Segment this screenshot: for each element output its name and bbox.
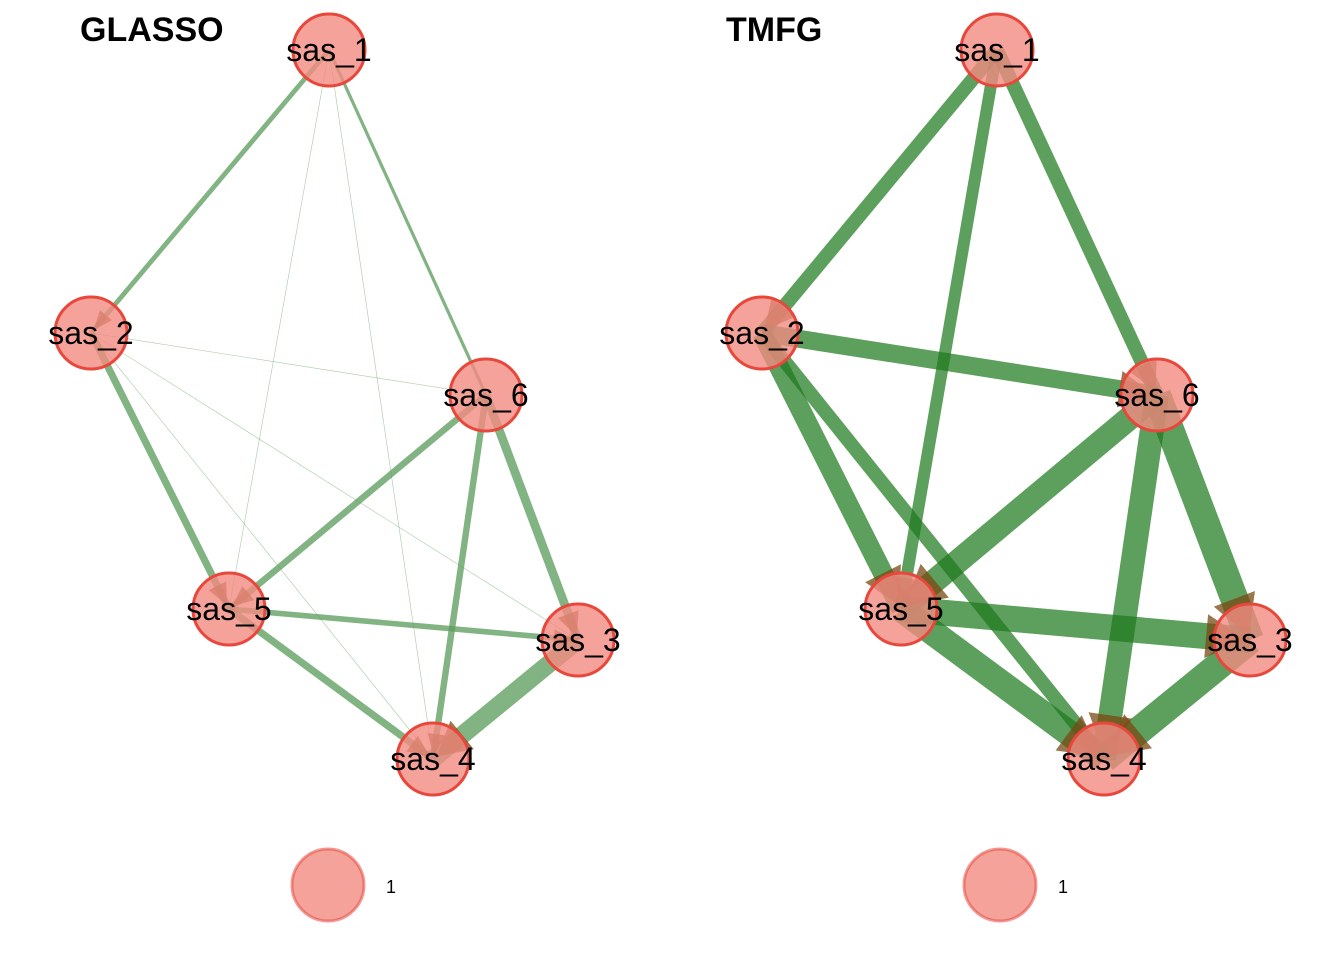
glasso-node-sas_2: sas_2 [48, 295, 134, 371]
tmfg-edge-sas_1-sas_6 [990, 47, 1164, 398]
tmfg-node-sas_3: sas_3 [1207, 602, 1293, 678]
tmfg-edge-sas_2-sas_6 [760, 324, 1159, 404]
node-label: sas_1 [954, 32, 1039, 68]
node-circle [1119, 357, 1195, 433]
tmfg-legend-swatch [962, 847, 1038, 923]
glasso-edge-sas_6-sas_4 [429, 394, 490, 760]
glasso-edge-sas_1-sas_4 [328, 49, 434, 760]
node-label: sas_6 [443, 377, 528, 413]
glasso-edge-sas_1-sas_2 [89, 48, 331, 335]
tmfg-node-sas_4: sas_4 [1061, 721, 1147, 797]
tmfg-edge-sas_6-sas_4 [1092, 393, 1169, 761]
glasso-node-sas_5: sas_5 [186, 571, 272, 647]
node-circle [959, 12, 1035, 88]
glasso-node-sas_3: sas_3 [535, 602, 621, 678]
tmfg-node-sas_2: sas_2 [719, 295, 805, 371]
tmfg-edge-sas_2-sas_5 [753, 328, 910, 614]
node-label: sas_4 [390, 741, 475, 777]
glasso-edge-sas_6-sas_3 [481, 393, 583, 642]
tmfg-panel-title: TMFG [726, 11, 822, 49]
node-label: sas_5 [858, 591, 943, 627]
glasso-node-sas_4: sas_4 [390, 721, 476, 797]
glasso-legend-label: 1 [386, 877, 396, 897]
tmfg-edge-sas_5-sas_3 [899, 596, 1252, 653]
node-circle [448, 357, 524, 433]
node-label: sas_1 [286, 32, 371, 68]
node-label: sas_6 [1114, 377, 1199, 413]
glasso-network-panel: sas_1 sas_2 sas_3 sas_4 sas_5 sas_6 GLASSO 1 [48, 11, 621, 923]
glasso-legend: 1 [290, 847, 396, 923]
glasso-node-sas_1: sas_1 [286, 12, 372, 88]
node-circle [1212, 602, 1288, 678]
tmfg-edge-sas_1-sas_2 [756, 45, 1003, 338]
node-label: sas_3 [1207, 622, 1292, 658]
tmfg-node-sas_6: sas_6 [1114, 357, 1200, 433]
node-circle [540, 602, 616, 678]
glasso-edge-sas_5-sas_3 [228, 606, 579, 643]
node-label: sas_4 [1061, 741, 1146, 777]
node-circle [191, 571, 267, 647]
glasso-edge-sas_1-sas_5 [228, 49, 330, 610]
glasso-edge-sas_5-sas_4 [226, 606, 436, 762]
tmfg-edge-sas_2-sas_4 [756, 328, 1110, 764]
tmfg-legend-label: 1 [1058, 877, 1068, 897]
tmfg-nodes: sas_1 sas_2 sas_3 sas_4 sas_5 sas_6 [719, 12, 1293, 797]
tmfg-legend: 1 [962, 847, 1068, 923]
node-circle [1066, 721, 1142, 797]
glasso-edge-sas_6-sas_5 [226, 392, 489, 612]
tmfg-network-panel: sas_1 sas_2 sas_3 sas_4 sas_5 sas_6 TMFG 1 [719, 11, 1293, 923]
tmfg-edge-sas_6-sas_5 [893, 385, 1165, 619]
node-circle [724, 295, 800, 371]
tmfg-node-sas_1: sas_1 [954, 12, 1040, 88]
node-circle [863, 571, 939, 647]
node-circle [53, 295, 129, 371]
node-label: sas_2 [719, 315, 804, 351]
glasso-node-sas_6: sas_6 [443, 357, 529, 433]
tmfg-node-sas_5: sas_5 [858, 571, 944, 647]
glasso-panel-title: GLASSO [80, 11, 224, 49]
node-label: sas_3 [535, 622, 620, 658]
glasso-edge-sas_2-sas_3 [90, 332, 579, 641]
node-label: sas_2 [48, 315, 133, 351]
node-label: sas_5 [186, 591, 271, 627]
glasso-legend-swatch [290, 847, 366, 923]
node-circle [395, 721, 471, 797]
glasso-edge-sas_1-sas_6 [327, 49, 488, 396]
glasso-edge-sas_2-sas_6 [90, 332, 487, 396]
node-circle [291, 12, 367, 88]
glasso-nodes: sas_1 sas_2 sas_3 sas_4 sas_5 sas_6 [48, 12, 621, 797]
glasso-edge-sas_2-sas_5 [87, 331, 233, 611]
glasso-edge-sas_2-sas_4 [90, 332, 434, 760]
